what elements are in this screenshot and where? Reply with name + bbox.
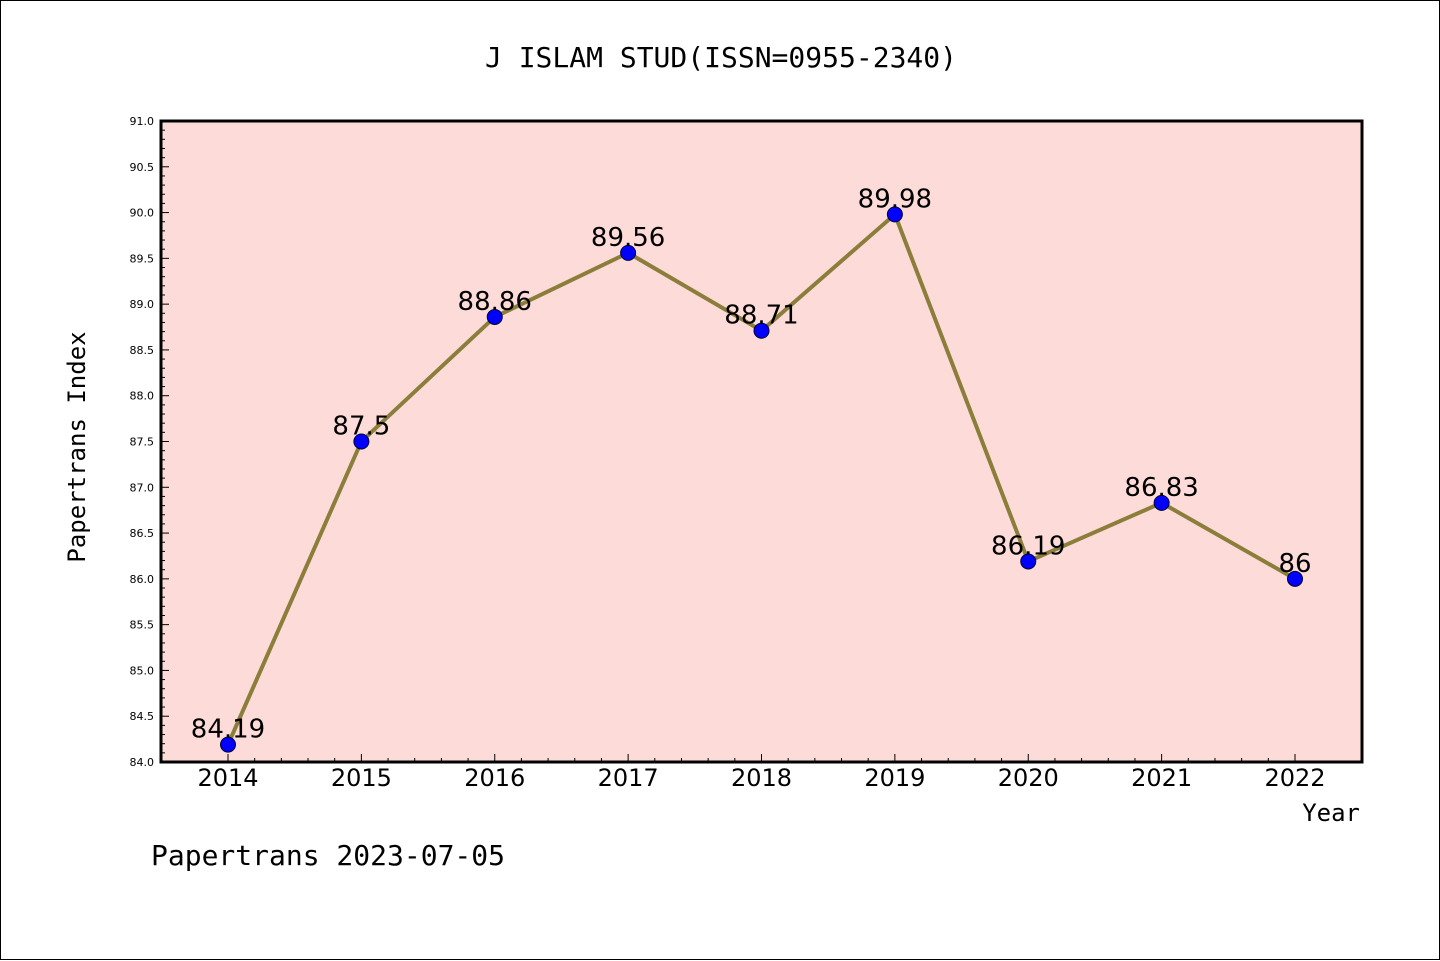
plot-area	[161, 121, 1362, 762]
line-segment	[1159, 500, 1297, 581]
x-axis-label: Year	[1302, 799, 1360, 827]
data-label: 87.5	[332, 412, 390, 442]
y-tick-label: 87.0	[130, 481, 155, 494]
data-label: 89.56	[591, 223, 665, 253]
x-tick-label: 2022	[1264, 764, 1325, 792]
y-tick-label: 84.0	[130, 756, 155, 769]
y-tick-label: 91.0	[130, 115, 155, 128]
y-tick-label: 86.5	[130, 527, 155, 540]
data-point	[1153, 494, 1170, 511]
x-axis: 2014 2015 2016 2017 2018 2019 2020 2021 2022	[197, 754, 1326, 792]
y-tick-label: 89.5	[130, 252, 155, 265]
line-segment	[1026, 500, 1164, 564]
data-label: 88.86	[458, 287, 532, 317]
x-tick-label: 2016	[464, 764, 525, 792]
line-segment	[759, 212, 897, 333]
data-point	[1287, 570, 1303, 587]
data-point	[1020, 553, 1037, 570]
chart-title: J ISLAM STUD(ISSN=0955-2340)	[485, 41, 957, 74]
x-tick-label: 2021	[1131, 764, 1192, 792]
series-markers	[220, 206, 1303, 753]
data-point	[220, 736, 236, 753]
data-label: 86.19	[991, 531, 1065, 561]
plot-border	[159, 119, 1364, 764]
x-tick-label: 2018	[731, 764, 792, 792]
x-tick-label: 2014	[197, 764, 258, 792]
line-segment	[892, 212, 1031, 564]
y-tick-label: 90.5	[130, 161, 155, 174]
y-tick-label: 89.0	[130, 298, 155, 311]
y-tick-label: 88.5	[130, 344, 155, 357]
series-line	[226, 212, 1297, 747]
data-labels: 84.19 87.5 88.86 89.56 88.71 89.98 86.19 86.83 8…	[191, 184, 1312, 744]
data-point	[486, 308, 503, 325]
y-tick-label: 86.0	[130, 573, 155, 586]
data-label: 86.83	[1124, 473, 1198, 503]
footer-stamp: Papertrans 2023-07-05	[151, 839, 505, 872]
y-tick-label: 88.0	[130, 390, 155, 403]
line-segment	[226, 439, 364, 747]
line-segment	[626, 250, 764, 333]
y-axis-label: Papertrans Index	[63, 331, 91, 562]
data-label: 89.98	[858, 184, 932, 214]
y-tick-label: 84.5	[130, 710, 155, 723]
data-label: 86	[1278, 549, 1311, 579]
x-tick-label: 2017	[598, 764, 659, 792]
line-segment	[359, 314, 497, 444]
y-tick-label: 87.5	[130, 436, 155, 449]
x-tick-label: 2020	[998, 764, 1059, 792]
data-point	[353, 433, 370, 450]
data-point	[620, 244, 637, 261]
data-point	[886, 206, 903, 223]
data-point	[753, 322, 770, 339]
x-tick-label: 2019	[864, 764, 925, 792]
y-tick-label: 90.0	[130, 207, 155, 220]
y-tick-label: 85.0	[130, 664, 155, 677]
y-tick-label: 85.5	[130, 619, 155, 632]
x-tick-label: 2015	[331, 764, 392, 792]
data-label: 84.19	[191, 715, 265, 745]
data-label: 88.71	[724, 301, 798, 331]
line-segment	[492, 250, 631, 319]
